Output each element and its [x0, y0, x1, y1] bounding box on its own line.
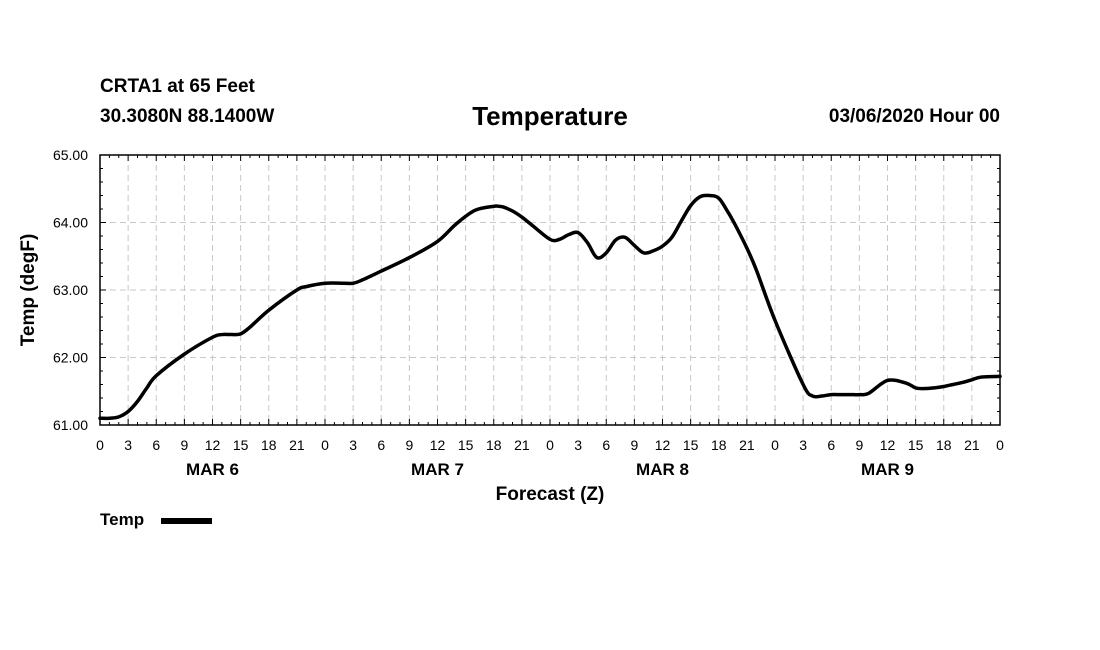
x-tick-label: 15 — [233, 437, 249, 453]
day-label: MAR 6 — [186, 460, 239, 479]
legend-label: Temp — [100, 510, 144, 529]
y-tick-labels: 61.00 62.00 63.00 64.00 65.00 — [53, 147, 88, 433]
x-tick-label: 6 — [152, 437, 160, 453]
temp-series-line — [98, 193, 1002, 421]
x-tick-label: 15 — [458, 437, 474, 453]
chart-title: Temperature — [472, 101, 628, 131]
x-tick-label: 9 — [405, 437, 413, 453]
x-tick-label: 0 — [771, 437, 779, 453]
x-tick-label: 12 — [430, 437, 446, 453]
day-labels: MAR 6 MAR 7 MAR 8 MAR 9 — [186, 460, 914, 479]
x-tick-label: 21 — [514, 437, 530, 453]
x-tick-label: 12 — [655, 437, 671, 453]
x-tick-label: 6 — [602, 437, 610, 453]
x-tick-label: 0 — [96, 437, 104, 453]
x-tick-label: 12 — [880, 437, 896, 453]
x-tick-label: 21 — [289, 437, 305, 453]
y-tick-label: 62.00 — [53, 350, 88, 366]
x-tick-labels: 0 3 6 9 12 15 18 21 0 3 6 9 12 15 18 21 0 3 6 9 12 15 18 21 0 3 6 9… — [96, 437, 1004, 453]
issue-date-label: 03/06/2020 Hour 00 — [828, 106, 1000, 127]
x-tick-label: 0 — [996, 437, 1004, 453]
x-tick-label: 15 — [683, 437, 699, 453]
station-label: CRTA1 at 65 Feet — [100, 76, 255, 97]
day-label: MAR 7 — [411, 460, 464, 479]
day-label: MAR 8 — [636, 460, 689, 479]
y-tick-label: 64.00 — [53, 215, 88, 231]
coordinates-label: 30.3080N 88.1400W — [100, 106, 275, 127]
axis-ticks — [99, 154, 1001, 426]
x-tick-label: 21 — [964, 437, 980, 453]
x-tick-label: 0 — [546, 437, 554, 453]
y-tick-label: 61.00 — [53, 417, 88, 433]
x-tick-label: 3 — [574, 437, 582, 453]
x-tick-label: 18 — [261, 437, 277, 453]
x-tick-label: 3 — [349, 437, 357, 453]
y-tick-label: 63.00 — [53, 282, 88, 298]
y-tick-label: 65.00 — [53, 147, 88, 163]
grid-lines — [100, 155, 1000, 425]
x-tick-label: 0 — [321, 437, 329, 453]
x-tick-label: 3 — [799, 437, 807, 453]
x-tick-label: 9 — [180, 437, 188, 453]
x-tick-label: 6 — [827, 437, 835, 453]
x-tick-label: 3 — [124, 437, 132, 453]
x-axis-title: Forecast (Z) — [496, 484, 605, 505]
day-label: MAR 9 — [861, 460, 914, 479]
x-tick-label: 12 — [205, 437, 221, 453]
x-tick-label: 18 — [711, 437, 727, 453]
y-axis-title: Temp (degF) — [18, 234, 39, 347]
x-tick-label: 18 — [486, 437, 502, 453]
x-tick-label: 6 — [377, 437, 385, 453]
x-tick-label: 21 — [739, 437, 755, 453]
x-tick-label: 9 — [855, 437, 863, 453]
x-tick-label: 9 — [630, 437, 638, 453]
x-tick-label: 18 — [936, 437, 952, 453]
x-tick-label: 15 — [908, 437, 924, 453]
